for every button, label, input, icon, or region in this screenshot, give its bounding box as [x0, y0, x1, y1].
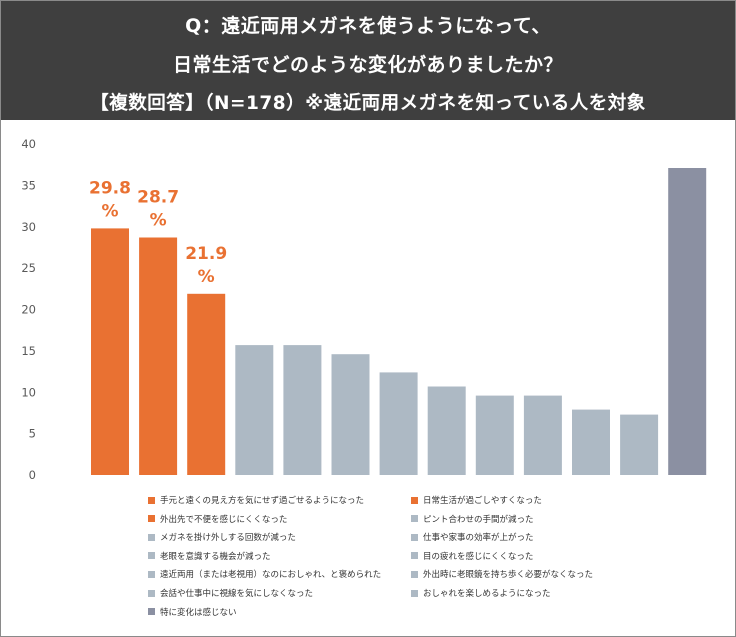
legend-label: ピント合わせの手間が減った [423, 514, 534, 525]
legend-item: 外出先で不便を感じにくくなった [148, 511, 287, 527]
legend-swatch [148, 533, 155, 541]
legend-label: 遠近両用（または老視用）なのにおしゃれ、と褒められた [160, 570, 382, 581]
legend-swatch [148, 570, 155, 578]
legend-item: 仕事や家事の効率が上がった [411, 529, 534, 545]
bar-11 [572, 409, 610, 475]
y-tick-label: 0 [29, 468, 36, 482]
legend-item: ピント合わせの手間が減った [411, 511, 534, 527]
legend-swatch [148, 552, 155, 560]
legend-item: 外出時に老眼鏡を持ち歩く必要がなくなった [411, 566, 593, 582]
header-question-line-1: Q：遠近両用メガネを使うようになって、 [185, 15, 551, 37]
bar-8 [427, 386, 466, 475]
legend-swatch [148, 515, 155, 523]
legend-item: 手元と遠くの見え方を気にせず過ごせるようになった [148, 492, 364, 508]
legend-label: メガネを掛け外しする回数が減った [160, 533, 296, 544]
bar-2 [139, 237, 178, 475]
legend-label: 特に変化は感じない [160, 607, 237, 618]
legend-swatch [411, 552, 418, 560]
legend-item: 目の疲れを感じにくくなった [411, 548, 533, 564]
y-tick-label: 10 [21, 385, 36, 399]
legend-swatch [411, 533, 418, 541]
bar-7 [379, 372, 418, 475]
legend-label: 老眼を意識する機会が減った [160, 551, 271, 562]
bar-13 [668, 168, 707, 475]
y-tick-label: 30 [21, 220, 36, 234]
bar-9 [475, 395, 514, 475]
data-label-value: 29.8 [89, 178, 131, 198]
legend-swatch [148, 589, 155, 597]
data-label-value: 21.9 [185, 244, 227, 264]
legend-label: 手元と遠くの見え方を気にせず過ごせるようになった [160, 496, 365, 506]
legend-label: 仕事や家事の効率が上がった [423, 533, 534, 544]
legend-item: 特に変化は感じない [148, 604, 237, 620]
legend-label: 外出先で不便を感じにくくなった [160, 514, 288, 525]
legend-label: 目の疲れを感じにくくなった [423, 551, 534, 562]
y-tick-label: 25 [21, 261, 36, 275]
legend-item: 日常生活が過ごしやすくなった [411, 492, 542, 508]
bar-1 [91, 228, 129, 475]
y-tick-label: 35 [21, 178, 36, 192]
data-label-unit: % [101, 201, 118, 221]
chart-legend: 手元と遠くの見え方を気にせず過ごせるようになった 日常生活が過ごしやすくなった外出… [148, 492, 708, 622]
data-label-unit: % [150, 211, 167, 231]
legend-label: 外出時に老眼鏡を持ち歩く必要がなくなった [423, 570, 594, 581]
data-label-value: 28.7 [137, 188, 179, 208]
bar-6 [331, 354, 370, 475]
data-label-unit: % [198, 267, 215, 287]
bar-3 [187, 293, 226, 475]
bar-12 [620, 414, 659, 475]
legend-swatch [148, 496, 155, 504]
legend-item: 老眼を意識する機会が減った [148, 548, 271, 564]
header-question-note: 【複数回答】（N=178）※遠近両用メガネを知っている人を対象 [90, 93, 646, 114]
y-tick-label: 40 [21, 137, 36, 151]
legend-item: 会話や仕事中に視線を気にしなくなった [148, 585, 313, 601]
bar-5 [283, 345, 322, 475]
y-tick-label: 5 [29, 427, 36, 441]
bar-10 [523, 395, 562, 475]
y-tick-label: 15 [21, 344, 36, 358]
legend-label: 日常生活が過ごしやすくなった [423, 496, 542, 506]
bar-chart: 0 5 10 15 20 25 30 35 40 29.8% 28.7% 21.9% [21, 137, 707, 482]
legend-item: おしゃれを楽しめるようになった [411, 585, 551, 601]
legend-swatch [411, 496, 418, 504]
bar-4 [235, 345, 274, 475]
legend-swatch [411, 589, 418, 597]
legend-swatch [411, 515, 418, 523]
legend-item: 遠近両用（または老視用）なのにおしゃれ、と褒められた [148, 566, 381, 582]
legend-label: おしゃれを楽しめるようになった [423, 589, 551, 599]
legend-item: メガネを掛け外しする回数が減った [148, 529, 296, 545]
chart-header: Q：遠近両用メガネを使うようになって、 日常生活でどのような変化がありましたか？… [1, 1, 735, 120]
legend-swatch [148, 608, 155, 616]
y-tick-label: 20 [21, 303, 36, 317]
legend-swatch [411, 570, 418, 578]
header-question-line-2: 日常生活でどのような変化がありましたか？ [172, 54, 563, 76]
legend-label: 会話や仕事中に視線を気にしなくなった [160, 589, 314, 599]
